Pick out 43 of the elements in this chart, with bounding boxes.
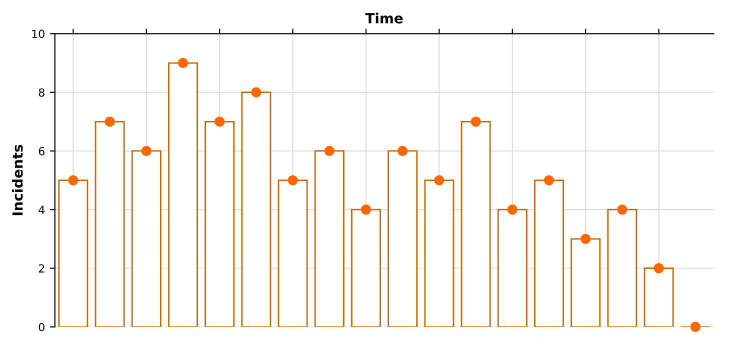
y-tick-label: 0 xyxy=(38,322,44,332)
point xyxy=(434,175,444,186)
bar xyxy=(570,238,601,327)
point xyxy=(104,116,115,127)
point xyxy=(360,204,372,215)
y-tick-label: 4 xyxy=(38,206,45,214)
point xyxy=(398,146,408,156)
bar xyxy=(388,150,418,327)
point xyxy=(141,146,152,156)
bar xyxy=(644,268,674,327)
y-axis-title: Incidents xyxy=(12,144,23,216)
bar xyxy=(314,150,344,327)
bar xyxy=(424,180,454,327)
y-tick-label: 10 xyxy=(32,30,44,38)
point xyxy=(178,58,188,68)
point xyxy=(68,175,78,186)
bar xyxy=(497,208,528,327)
bar xyxy=(94,120,125,327)
point xyxy=(251,87,262,98)
bar xyxy=(168,62,198,327)
point xyxy=(690,322,700,332)
point xyxy=(470,116,481,127)
point xyxy=(580,234,591,244)
y-tick-label: 6 xyxy=(38,146,44,156)
bar xyxy=(241,92,272,327)
y-tick-label: 8 xyxy=(38,88,44,97)
point xyxy=(214,116,225,127)
point xyxy=(324,146,334,156)
bar xyxy=(351,208,381,327)
bar xyxy=(460,120,491,327)
bar xyxy=(204,120,235,327)
bar xyxy=(278,180,308,327)
point xyxy=(617,204,628,215)
bar xyxy=(58,180,88,327)
point xyxy=(507,204,518,215)
bar xyxy=(534,180,564,327)
point xyxy=(544,175,554,186)
x-axis-title: Time xyxy=(365,12,403,24)
y-tick-label: 2 xyxy=(38,264,44,272)
point xyxy=(288,175,298,186)
point xyxy=(654,263,664,274)
bar xyxy=(131,150,162,327)
bar xyxy=(607,208,638,327)
